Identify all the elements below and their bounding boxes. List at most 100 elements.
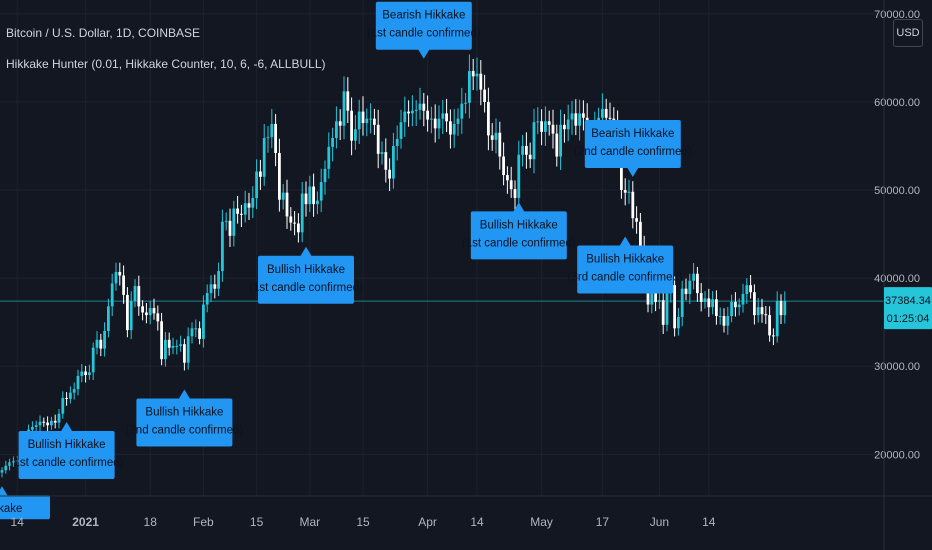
candle-body [350,110,353,141]
signal-title: Bearish Hikkake [591,128,674,140]
candle-body [445,113,448,122]
candle-body [148,308,152,316]
candle-body [608,117,612,119]
candle-body [635,218,638,222]
candle-body [247,203,251,208]
candle-body [388,169,391,179]
candle-body [346,91,350,111]
last-price-box [884,287,932,330]
signal-label: Bullish Hikkake (1st candle confirmed) [249,246,363,304]
candle-body [661,300,665,325]
candle-body [251,197,255,208]
grid-lines [0,0,884,496]
signal-box [258,255,354,304]
signal-title: Bearish Hikkake [382,10,465,22]
candle-body [696,273,699,294]
candle-body [749,285,752,293]
candle-body [221,221,224,272]
symbol-legend[interactable]: Bitcoin / U.S. Dollar, 1D, COINBASE [6,26,201,40]
candle-body [80,371,84,376]
x-tick-label: 15 [250,515,264,529]
candle-body [559,124,562,157]
candle-body [498,132,502,157]
candle-body [354,129,357,141]
candle-body [186,336,190,363]
candle-body [342,91,346,126]
candle-body [563,124,566,130]
candle-body [297,223,300,233]
candle-body [262,138,266,177]
candle-body [775,301,779,337]
signal-box [18,430,115,479]
signal-pointer [626,166,639,177]
candle-body [582,113,585,118]
signal-box [577,245,674,294]
indicator-legend[interactable]: Hikkake Hunter (0.01, Hikkake Counter, 1… [6,57,326,71]
candle-body [95,339,99,348]
candle-body [289,216,293,223]
signal-label: Hikkake [0,486,50,520]
y-tick-label: 60000.00 [874,97,920,109]
candle-body [639,221,642,248]
candle-body [160,321,163,360]
candle-body [715,299,718,317]
candle-body [677,316,680,329]
signal-subtitle: (1st candle confirmed) [462,237,576,249]
candle-body [479,73,483,90]
candle-body [91,347,95,373]
candle-body [414,109,418,111]
candle-body [468,71,471,103]
signal-pointer [178,389,191,400]
x-tick-label: 14 [11,515,25,529]
signal-pointer [60,421,73,432]
candle-body [34,425,38,428]
candle-body [456,118,460,124]
candle-body [745,285,749,294]
signal-title: Bullish Hikkake [586,253,664,265]
signal-pointer [417,48,430,59]
signal-title: Bullish Hikkake [28,439,106,451]
candle-body [430,118,433,120]
candle-body [259,171,262,177]
currency-button[interactable]: USD [893,19,923,47]
countdown-label: 01:25:04 [887,313,930,325]
signal-subtitle: (3rd candle confirmed) [568,271,683,283]
candle-body [179,344,182,346]
candle-body [281,192,285,200]
candle-body [114,271,118,284]
candle-body [711,299,714,308]
candle-body [72,389,76,393]
candle-body [369,118,372,120]
signal-box [584,119,681,168]
candle-body [399,122,403,139]
candle-body [293,222,296,224]
candle-body [551,124,555,134]
signal-box [470,211,567,260]
candle-body [570,113,574,120]
candle-body [88,372,91,376]
candle-body [304,193,308,205]
candle-body [31,427,34,430]
x-tick-label: Feb [193,515,214,529]
candle-body [487,101,490,136]
candle-body [319,182,323,201]
candle-body [718,316,722,318]
candle-body [38,421,42,426]
candle-body [760,307,764,315]
signal-label: Bearish Hikkake (2nd candle confirmed) [574,119,692,177]
candle-body [464,102,467,104]
candle-body [164,339,167,360]
candle-body [528,154,532,160]
candle-body [8,462,11,466]
candle-body [327,146,331,169]
candle-body [152,308,156,314]
candle-body [699,293,703,302]
candle-body [779,301,783,316]
candle-body [171,345,175,348]
candle-body [15,460,19,462]
signal-subtitle: (2nd candle confirmed) [126,424,244,436]
candle-body [137,286,141,307]
candle-body [213,284,217,289]
candle-body [426,110,429,120]
